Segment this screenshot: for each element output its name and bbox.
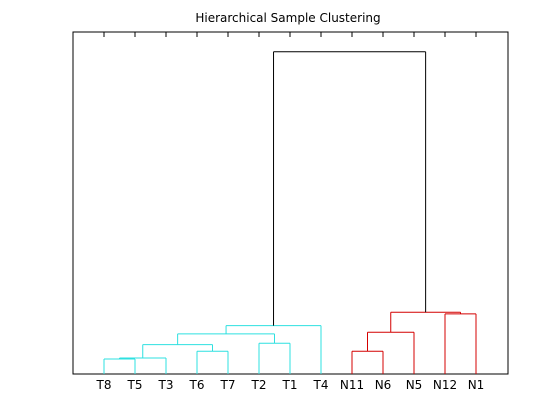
leaf-label-n5: N5 bbox=[406, 378, 423, 392]
leaf-label-n12: N12 bbox=[433, 378, 457, 392]
leaf-label-n6: N6 bbox=[375, 378, 392, 392]
leaf-labels: T8 T5 T3 T6 T7 T2 T1 T4 N11 N6 N5 N12 N1 bbox=[96, 378, 485, 392]
chart-title: Hierarchical Sample Clustering bbox=[195, 11, 380, 25]
merge-link-path-11 bbox=[273, 51, 427, 326]
dendrogram-links bbox=[103, 51, 477, 374]
plot-area: T8 T5 T3 T6 T7 T2 T1 T4 N11 N6 N5 N12 N1 bbox=[72, 31, 509, 392]
leaf-label-t5: T5 bbox=[127, 378, 143, 392]
leaf-label-n1: N1 bbox=[468, 378, 485, 392]
leaf-label-t8: T8 bbox=[96, 378, 112, 392]
leaf-label-t7: T7 bbox=[220, 378, 236, 392]
leaf-label-t1: T1 bbox=[282, 378, 298, 392]
leaf-label-t2: T2 bbox=[251, 378, 267, 392]
leaf-label-t4: T4 bbox=[313, 378, 329, 392]
leaf-label-t3: T3 bbox=[158, 378, 174, 392]
leaf-label-t6: T6 bbox=[189, 378, 205, 392]
merge-link-11 bbox=[273, 51, 427, 326]
leaf-label-n11: N11 bbox=[340, 378, 364, 392]
